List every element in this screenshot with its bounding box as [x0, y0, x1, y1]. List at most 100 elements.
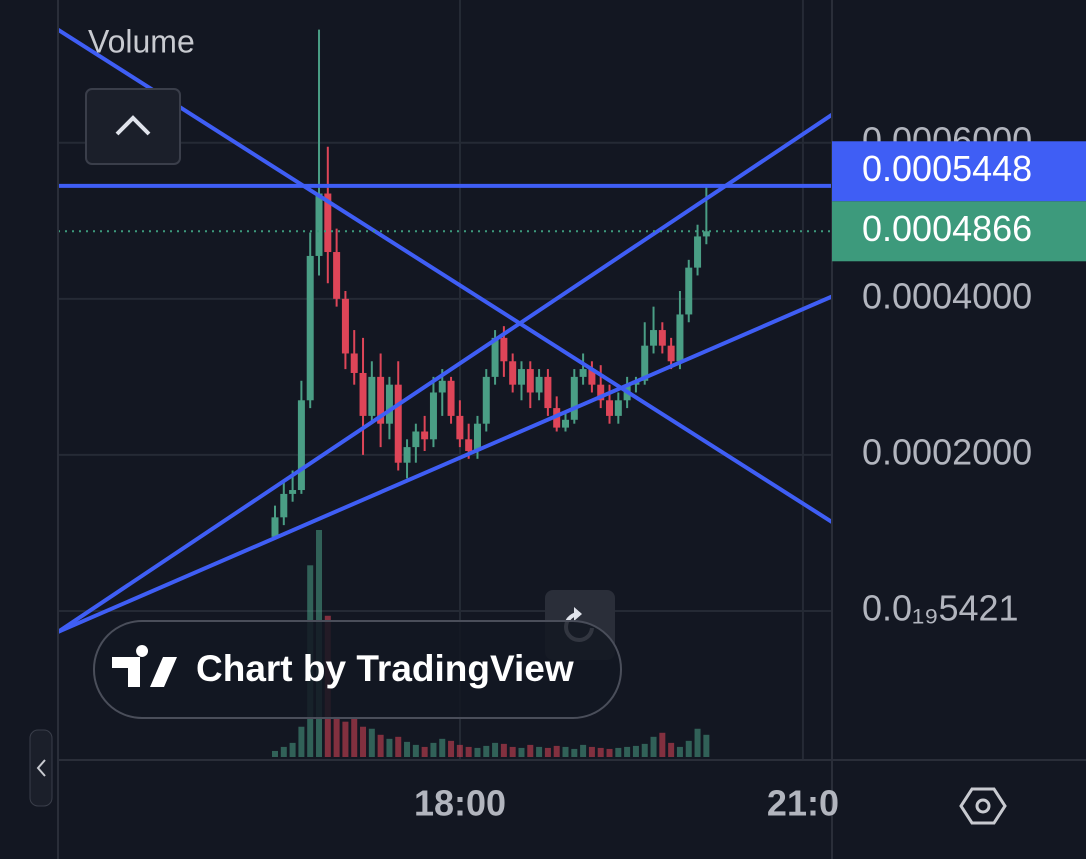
volume-bar [456, 744, 463, 757]
volume-bar [430, 742, 437, 757]
candle-body [465, 439, 473, 452]
price-label-box [832, 201, 1086, 262]
volume-bar [386, 738, 393, 757]
volume-bar [668, 742, 675, 757]
volume-bar [650, 736, 657, 757]
candle-body [333, 252, 341, 299]
candle-body [359, 372, 367, 416]
price-label-box [832, 141, 1086, 202]
volume-bar [553, 745, 560, 757]
volume-bar [412, 744, 419, 757]
settings-button[interactable] [959, 787, 1007, 825]
volume-bar [298, 726, 305, 757]
collapse-button[interactable] [85, 88, 181, 165]
candle-body [676, 314, 684, 362]
candle-body [526, 369, 534, 393]
volume-bar [342, 721, 349, 757]
reset-arrow [574, 607, 582, 621]
candle-body [517, 369, 525, 385]
volume-bar [703, 734, 710, 757]
price-label: 0.0005448 [862, 148, 1032, 189]
volume-bar [404, 741, 411, 757]
volume-bar [280, 746, 287, 757]
candle-body [447, 380, 455, 416]
candle-body [702, 231, 710, 237]
candle-body [579, 369, 587, 377]
collapse-button-box[interactable] [85, 88, 181, 165]
volume-bar [659, 732, 666, 757]
candle-body [544, 376, 552, 409]
trend-line [56, 113, 834, 634]
volume-bar [289, 742, 296, 757]
y-tick-label: 0.0008000 [862, 0, 1032, 4]
volume-bar [351, 718, 358, 757]
candle-body [297, 400, 305, 491]
candle-body [306, 255, 314, 401]
volume-bar [624, 746, 631, 757]
candles [271, 29, 710, 540]
candle-body [385, 384, 393, 424]
volume-bar [685, 740, 692, 757]
pane-label: Volume [88, 23, 195, 59]
volume-bar [641, 743, 648, 757]
candle-body [421, 431, 429, 440]
trend-line [57, 294, 833, 634]
x-tick-label: 18:00 [414, 783, 506, 824]
volume-bar [395, 736, 402, 757]
volume-bar [439, 738, 446, 757]
y-tick-label: 0.0002000 [862, 431, 1032, 472]
drawings [56, 27, 834, 634]
volume-bar [448, 740, 455, 757]
volume-bar [606, 748, 613, 757]
volume-bar [527, 744, 534, 757]
volume-bar [536, 746, 543, 757]
settings-icon[interactable] [959, 787, 1007, 825]
candle-body [403, 447, 411, 463]
candle-body [614, 400, 622, 416]
candle-body [377, 376, 385, 424]
collapse-icon [115, 115, 151, 136]
candle-body [412, 431, 420, 448]
volume-bar [615, 747, 622, 757]
candle-body [650, 330, 658, 346]
volume-bar [474, 747, 481, 757]
y-tick-label: 0.0₁₉5421 [862, 587, 1019, 628]
volume-bar [333, 716, 340, 757]
candle-body [341, 298, 349, 354]
candle-body [658, 330, 666, 346]
sidebar-toggle[interactable] [29, 729, 53, 807]
volume-bar [368, 728, 375, 757]
candle-body [394, 384, 402, 463]
candle-body [641, 345, 649, 381]
candle-body [280, 493, 288, 518]
volume-bar [509, 746, 516, 757]
candle-body [438, 380, 446, 393]
volume-bar [562, 746, 569, 757]
candle-body [535, 376, 543, 393]
candle-body [429, 392, 437, 440]
trend-line [56, 27, 834, 524]
candle-body [685, 267, 693, 315]
grid [58, 0, 832, 760]
candle-body [694, 236, 702, 268]
candle-body [289, 490, 297, 494]
watermark[interactable]: Chart by TradingView [93, 620, 622, 719]
volume-bar [271, 750, 278, 757]
volume-bar [676, 746, 683, 757]
volume-bar [632, 745, 639, 757]
volume-bar [518, 747, 525, 757]
candle-body [667, 345, 675, 362]
volume-bar [483, 745, 490, 757]
candle-body [491, 337, 499, 377]
volume-bar [465, 746, 472, 757]
watermark-pill[interactable] [93, 620, 622, 719]
volume-bar [588, 746, 595, 757]
candle-body [315, 193, 323, 256]
candle-body [500, 337, 508, 362]
volume-bar [492, 742, 499, 757]
candle-body [473, 423, 481, 452]
volume-bar [500, 743, 507, 757]
tv-logo [112, 645, 177, 687]
